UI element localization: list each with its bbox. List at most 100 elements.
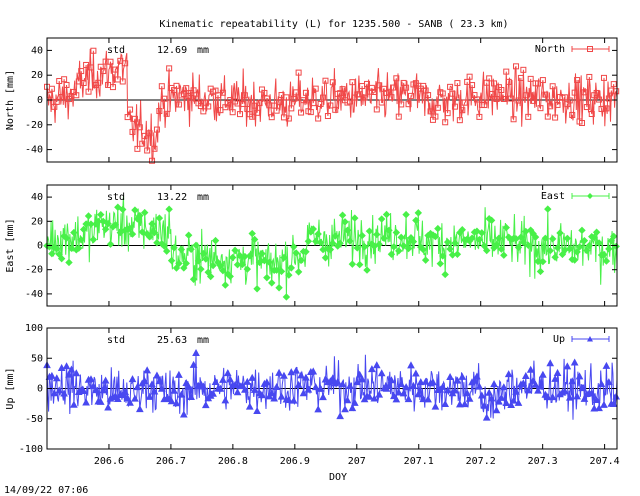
east-point	[431, 232, 440, 241]
up-point	[490, 380, 498, 388]
east-point	[326, 245, 335, 254]
east-point	[343, 226, 352, 234]
east-point	[219, 266, 227, 275]
north-point	[95, 79, 102, 86]
up-point	[133, 383, 142, 391]
up-point	[135, 405, 144, 413]
north-point	[517, 74, 524, 81]
east-point	[57, 254, 66, 263]
up-point	[177, 390, 186, 398]
up-legend-label: Up	[553, 334, 565, 345]
up-ytick-label: 100	[25, 323, 43, 334]
north-point	[544, 113, 551, 120]
chart-title: Kinematic repeatability (L) for 1235.500…	[159, 19, 508, 30]
north-std-unit: mm	[197, 45, 209, 56]
north-point	[488, 90, 495, 97]
north-point	[578, 119, 585, 126]
up-point	[219, 375, 227, 383]
north-point	[407, 92, 414, 99]
up-ytick-label: 0	[37, 384, 43, 395]
up-point	[375, 390, 384, 398]
up-point	[509, 396, 518, 404]
north-ytick-label: 20	[31, 70, 43, 81]
east-point	[380, 234, 388, 243]
up-point	[272, 383, 281, 391]
north-point	[317, 100, 324, 107]
north-point	[530, 97, 537, 104]
east-point	[351, 214, 359, 222]
up-point	[314, 405, 322, 413]
up-point	[346, 381, 354, 389]
east-point	[280, 253, 288, 262]
east-point	[302, 248, 310, 256]
east-point	[84, 212, 93, 220]
up-point	[150, 387, 159, 395]
north-legend-label: North	[535, 44, 565, 55]
up-point	[475, 382, 484, 390]
east-point	[353, 244, 361, 252]
east-point	[285, 271, 293, 279]
east-point	[580, 236, 589, 245]
east-point	[62, 234, 71, 242]
north-point	[48, 85, 55, 92]
up-point	[65, 370, 73, 378]
east-point	[585, 241, 594, 250]
east-point	[314, 230, 322, 238]
north-point	[285, 115, 292, 122]
east-point	[116, 228, 124, 237]
east-point	[590, 233, 598, 242]
north-point	[332, 106, 339, 113]
east-point	[138, 228, 146, 236]
up-point	[289, 396, 298, 404]
up-point	[355, 370, 364, 378]
east-point	[275, 284, 283, 292]
east-point	[483, 246, 491, 255]
up-point	[485, 388, 493, 396]
east-point	[500, 251, 508, 259]
up-point	[394, 388, 403, 396]
up-point	[412, 369, 420, 377]
north-point	[349, 79, 356, 86]
east-point	[385, 226, 393, 235]
up-point	[553, 368, 562, 376]
east-point	[553, 244, 562, 252]
up-panel: 100 50 0 -50 -100 Up [mm] std 25.63 mm Up	[5, 323, 621, 455]
north-point	[373, 106, 380, 113]
north-point	[371, 88, 378, 95]
up-point	[465, 394, 474, 402]
north-point	[466, 73, 473, 80]
east-point	[329, 239, 337, 248]
east-point	[458, 226, 466, 234]
up-point	[328, 374, 337, 382]
east-point	[150, 228, 159, 237]
up-point	[131, 394, 139, 402]
north-point	[273, 107, 280, 114]
north-point	[444, 110, 451, 117]
up-point	[336, 412, 344, 420]
up-point	[605, 378, 613, 386]
north-point	[219, 89, 226, 96]
east-point	[77, 236, 85, 244]
east-point	[434, 224, 442, 233]
east-point	[236, 251, 244, 260]
east-point	[399, 242, 408, 250]
east-point	[48, 249, 56, 258]
east-point	[497, 245, 506, 253]
north-point	[268, 114, 275, 121]
north-point	[139, 140, 146, 147]
north-point	[547, 103, 554, 110]
x-tick-label: 206.7	[156, 456, 186, 467]
up-point	[504, 370, 513, 378]
north-point	[390, 84, 397, 91]
north-point	[505, 78, 512, 85]
up-point	[123, 394, 132, 402]
x-axis-label: DOY	[329, 472, 347, 483]
up-point	[101, 376, 110, 384]
up-point	[497, 393, 506, 401]
up-point	[443, 386, 452, 394]
up-point	[575, 372, 584, 380]
north-point	[520, 66, 527, 73]
up-point	[568, 377, 577, 385]
north-point	[425, 92, 432, 99]
